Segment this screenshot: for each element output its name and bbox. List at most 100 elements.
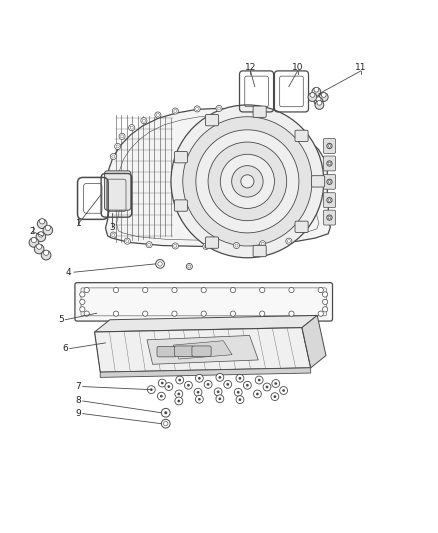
Circle shape [219, 376, 221, 379]
Circle shape [164, 411, 167, 414]
Circle shape [260, 311, 265, 316]
FancyBboxPatch shape [157, 346, 176, 357]
Polygon shape [302, 316, 326, 368]
Circle shape [177, 202, 184, 209]
Circle shape [289, 287, 294, 293]
Circle shape [113, 287, 119, 293]
FancyBboxPatch shape [323, 210, 336, 225]
Polygon shape [106, 108, 330, 246]
Circle shape [110, 232, 117, 238]
Polygon shape [95, 328, 311, 372]
Circle shape [177, 154, 184, 160]
Circle shape [318, 311, 323, 316]
FancyBboxPatch shape [311, 176, 325, 187]
Circle shape [233, 243, 240, 248]
Circle shape [161, 408, 170, 417]
Circle shape [232, 166, 263, 197]
Circle shape [204, 381, 212, 389]
Circle shape [255, 376, 263, 384]
Circle shape [172, 287, 177, 293]
Circle shape [155, 260, 164, 268]
Circle shape [272, 379, 280, 387]
Circle shape [110, 154, 117, 159]
Circle shape [36, 232, 46, 241]
Circle shape [314, 178, 321, 185]
Circle shape [310, 93, 315, 98]
Circle shape [195, 374, 203, 382]
Polygon shape [100, 368, 311, 377]
Circle shape [322, 299, 328, 304]
Circle shape [172, 108, 178, 114]
Text: 4: 4 [66, 268, 71, 277]
Circle shape [237, 391, 240, 393]
Circle shape [161, 419, 170, 428]
Circle shape [84, 311, 89, 316]
FancyBboxPatch shape [174, 151, 187, 163]
Circle shape [234, 389, 242, 396]
Circle shape [226, 383, 229, 386]
Circle shape [186, 263, 192, 270]
Circle shape [217, 391, 219, 393]
Circle shape [194, 106, 200, 112]
Circle shape [143, 287, 148, 293]
FancyBboxPatch shape [75, 282, 332, 321]
Circle shape [216, 374, 224, 381]
Circle shape [280, 386, 288, 394]
Circle shape [208, 239, 215, 246]
Circle shape [327, 198, 332, 203]
Circle shape [327, 143, 332, 149]
Circle shape [260, 287, 265, 293]
Circle shape [150, 388, 153, 391]
Circle shape [321, 93, 326, 98]
Circle shape [314, 87, 319, 92]
Circle shape [183, 117, 312, 246]
Circle shape [143, 311, 148, 316]
Circle shape [141, 118, 147, 124]
Text: 8: 8 [75, 397, 81, 406]
Text: 10: 10 [292, 63, 304, 72]
Circle shape [177, 400, 180, 402]
FancyBboxPatch shape [323, 193, 336, 207]
Polygon shape [173, 341, 232, 359]
Text: 7: 7 [75, 382, 81, 391]
Circle shape [161, 382, 164, 384]
Text: 12: 12 [245, 63, 256, 72]
Circle shape [254, 390, 261, 398]
Circle shape [37, 219, 47, 229]
Circle shape [194, 389, 202, 396]
Circle shape [129, 125, 135, 131]
FancyBboxPatch shape [323, 174, 336, 189]
Circle shape [38, 232, 43, 237]
Circle shape [177, 393, 180, 395]
Circle shape [273, 395, 276, 398]
Circle shape [244, 381, 251, 389]
Circle shape [113, 311, 119, 316]
Text: 3: 3 [109, 223, 115, 232]
Circle shape [43, 250, 49, 255]
Circle shape [155, 112, 161, 118]
Circle shape [196, 130, 299, 233]
Circle shape [80, 306, 85, 312]
Circle shape [201, 287, 206, 293]
Circle shape [36, 244, 42, 249]
Text: 11: 11 [355, 63, 367, 72]
Circle shape [327, 179, 332, 184]
Circle shape [216, 106, 222, 111]
Circle shape [84, 287, 89, 293]
Text: 5: 5 [58, 315, 64, 324]
FancyBboxPatch shape [105, 171, 131, 210]
FancyBboxPatch shape [174, 346, 194, 357]
FancyBboxPatch shape [323, 156, 336, 171]
Circle shape [319, 93, 328, 101]
Circle shape [31, 237, 36, 243]
Circle shape [230, 311, 236, 316]
Circle shape [208, 142, 287, 221]
FancyBboxPatch shape [205, 237, 219, 248]
Circle shape [322, 306, 328, 312]
Circle shape [274, 382, 277, 385]
Circle shape [124, 238, 131, 244]
FancyBboxPatch shape [205, 115, 219, 126]
FancyBboxPatch shape [323, 139, 336, 154]
Circle shape [289, 311, 294, 316]
Circle shape [165, 383, 173, 391]
